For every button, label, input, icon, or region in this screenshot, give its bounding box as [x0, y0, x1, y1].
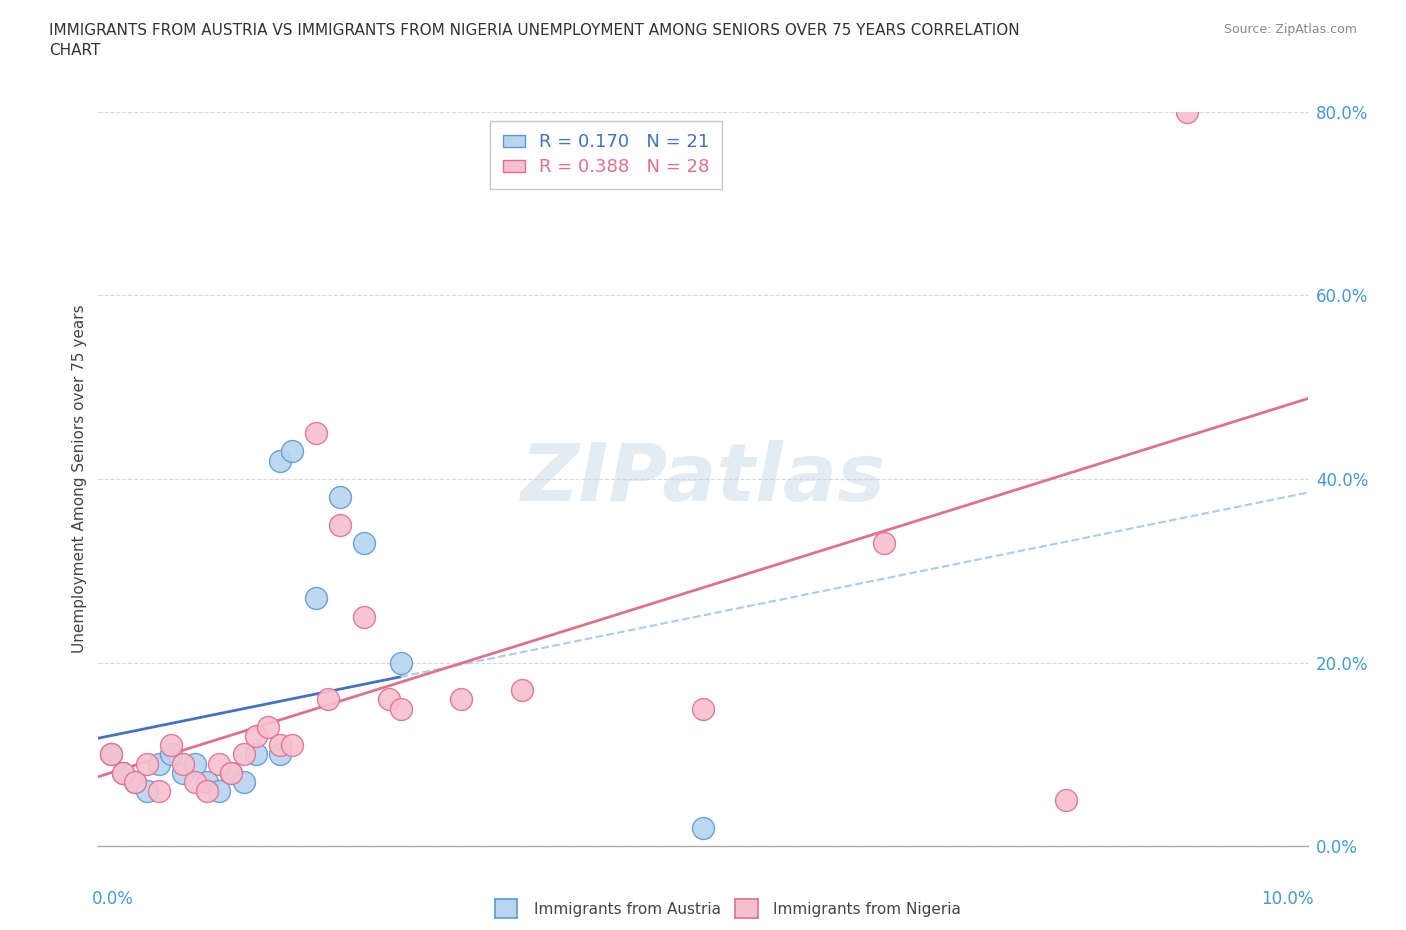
Point [692, 701, 714, 716]
Point [208, 784, 231, 799]
Point [100, 747, 122, 762]
Text: Immigrants from Austria: Immigrants from Austria [534, 902, 721, 917]
Legend: R = 0.170   N = 21, R = 0.388   N = 28: R = 0.170 N = 21, R = 0.388 N = 28 [491, 121, 723, 189]
Point [873, 536, 896, 551]
Point [305, 591, 328, 605]
Text: IMMIGRANTS FROM AUSTRIA VS IMMIGRANTS FROM NIGERIA UNEMPLOYMENT AMONG SENIORS OV: IMMIGRANTS FROM AUSTRIA VS IMMIGRANTS FR… [49, 23, 1019, 58]
Point [111, 765, 134, 780]
Point [100, 747, 122, 762]
Point [232, 775, 254, 790]
Point [256, 720, 278, 735]
Point [389, 655, 412, 670]
Point [195, 775, 218, 790]
Point [172, 765, 194, 780]
Point [329, 490, 352, 505]
Point [377, 692, 399, 707]
Point [148, 784, 170, 799]
Point [269, 453, 291, 468]
Text: Immigrants from Nigeria: Immigrants from Nigeria [773, 902, 962, 917]
Point [184, 775, 207, 790]
Point [184, 756, 207, 771]
Point [124, 775, 146, 790]
Point [160, 747, 183, 762]
Text: Source: ZipAtlas.com: Source: ZipAtlas.com [1223, 23, 1357, 36]
Point [135, 756, 157, 771]
Point [269, 747, 291, 762]
Point [232, 747, 254, 762]
Point [148, 756, 170, 771]
Point [245, 747, 267, 762]
Point [281, 737, 304, 752]
Text: ZIPatlas: ZIPatlas [520, 440, 886, 518]
Y-axis label: Unemployment Among Seniors over 75 years: Unemployment Among Seniors over 75 years [72, 305, 87, 653]
Point [208, 756, 231, 771]
Point [329, 517, 352, 532]
Point [269, 737, 291, 752]
Point [281, 444, 304, 458]
Point [1054, 793, 1077, 808]
Point [245, 729, 267, 744]
Point [389, 701, 412, 716]
Point [111, 765, 134, 780]
Point [692, 820, 714, 835]
Point [124, 775, 146, 790]
Text: 0.0%: 0.0% [93, 890, 134, 909]
Point [221, 765, 243, 780]
Point [305, 426, 328, 441]
Point [160, 737, 183, 752]
Point [1175, 104, 1198, 119]
Point [353, 609, 375, 624]
Point [135, 784, 157, 799]
Text: 10.0%: 10.0% [1261, 890, 1313, 909]
Point [195, 784, 218, 799]
Point [316, 692, 339, 707]
Point [510, 683, 533, 698]
Point [450, 692, 472, 707]
Point [221, 765, 243, 780]
Point [353, 536, 375, 551]
Point [172, 756, 194, 771]
